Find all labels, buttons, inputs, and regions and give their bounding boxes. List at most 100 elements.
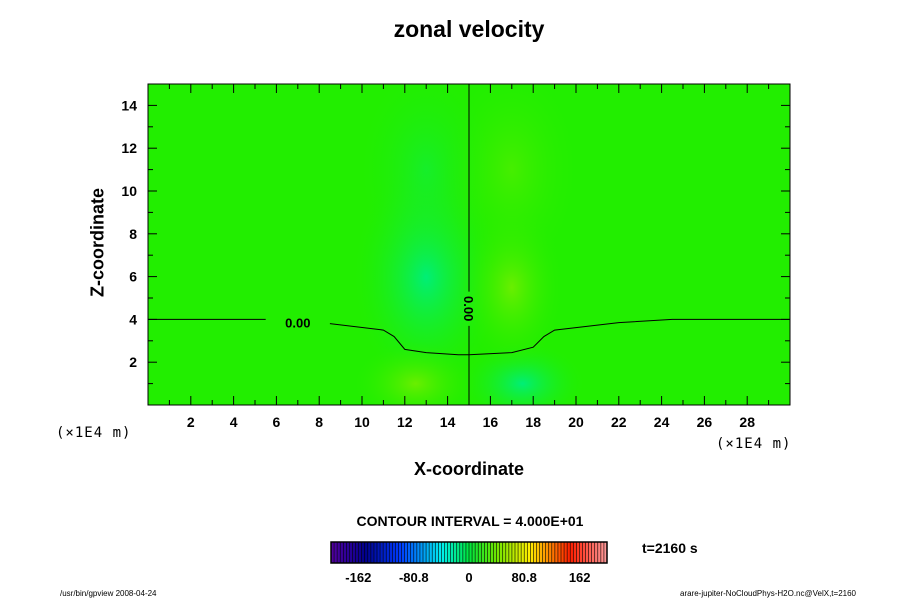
y-tick-label: 14 [121, 97, 137, 113]
colorbar-tick-label: -162 [345, 570, 371, 585]
colorbar-swatch [392, 542, 396, 563]
colorbar-swatch [508, 542, 512, 563]
colorbar-swatch [395, 542, 399, 563]
x-tick-label: 4 [230, 414, 238, 430]
colorbar-swatch [453, 542, 457, 563]
colorbar-swatch [567, 542, 571, 563]
colorbar-swatch [377, 542, 381, 563]
colorbar-swatch [465, 542, 469, 563]
colorbar-swatch [542, 542, 546, 563]
colorbar-swatch [441, 542, 445, 563]
colorbar-swatch [389, 542, 393, 563]
colorbar-swatch [404, 542, 408, 563]
colorbar-swatch [570, 542, 574, 563]
colorbar-swatch [551, 542, 555, 563]
y-tick-label: 12 [121, 140, 137, 156]
colorbar-swatch [472, 542, 476, 563]
colorbar-swatch [426, 542, 430, 563]
colorbar-swatch [367, 542, 371, 563]
colorbar-swatch [511, 542, 515, 563]
colorbar-swatch [533, 542, 537, 563]
colorbar-swatch [585, 542, 589, 563]
colorbar-swatch [331, 542, 335, 563]
colorbar-swatch [398, 542, 402, 563]
x-tick-label: 6 [273, 414, 281, 430]
colorbar-swatch [554, 542, 558, 563]
colorbar-swatch [407, 542, 411, 563]
x-tick-label: 12 [397, 414, 413, 430]
colorbar-swatch [334, 542, 338, 563]
field-feature [441, 84, 582, 280]
y-unit-label: (×1E4 m) [56, 425, 132, 441]
colorbar-swatch [352, 542, 356, 563]
x-tick-label: 24 [654, 414, 670, 430]
colorbar-tick-label: 162 [569, 570, 591, 585]
colorbar-swatch [410, 542, 414, 563]
colorbar-swatch [564, 542, 568, 563]
colorbar-swatch [373, 542, 377, 563]
colorbar-swatch [496, 542, 500, 563]
y-tick-label: 10 [121, 183, 137, 199]
colorbar-swatch [597, 542, 601, 563]
x-tick-label: 2 [187, 414, 195, 430]
colorbar-swatch [462, 542, 466, 563]
colorbar-swatch [591, 542, 595, 563]
colorbar-swatch [487, 542, 491, 563]
colorbar-swatch [527, 542, 531, 563]
x-axis-label: X-coordinate [413, 459, 524, 479]
colorbar-swatch [603, 542, 607, 563]
colorbar-swatch [349, 542, 353, 563]
colorbar-swatch [469, 542, 473, 563]
zero-contour-line [329, 323, 469, 356]
y-tick-label: 8 [129, 226, 137, 242]
colorbar-tick-label: 0 [465, 570, 472, 585]
x-tick-label: 22 [611, 414, 627, 430]
colorbar-swatch [337, 542, 341, 563]
colorbar-swatch [545, 542, 549, 563]
colorbar-swatch [370, 542, 374, 563]
colorbar-swatch [413, 542, 417, 563]
colorbar-swatch [600, 542, 604, 563]
colorbar-swatch [557, 542, 561, 563]
colorbar-swatch [419, 542, 423, 563]
colorbar-swatch [548, 542, 552, 563]
colorbar-swatch [582, 542, 586, 563]
contour-interval-label: CONTOUR INTERVAL = 4.000E+01 [356, 513, 584, 529]
x-tick-label: 10 [354, 414, 370, 430]
colorbar-swatch [499, 542, 503, 563]
colorbar-swatch [539, 542, 543, 563]
colorbar-swatch [475, 542, 479, 563]
colorbar-swatch [518, 542, 522, 563]
colorbar-swatch [401, 542, 405, 563]
y-tick-label: 4 [129, 311, 137, 327]
colorbar-swatch [502, 542, 506, 563]
colorbar-swatch [561, 542, 565, 563]
colorbar-swatch [416, 542, 420, 563]
x-unit-label: (×1E4 m) [716, 436, 792, 452]
colorbar-swatch [380, 542, 384, 563]
colorbar-swatch [358, 542, 362, 563]
colorbar-swatch [361, 542, 365, 563]
colorbar-frame [330, 541, 608, 564]
footer-right: arare-jupiter-NoCloudPhys-H2O.nc@VelX,t=… [680, 589, 856, 598]
colorbar-swatch [521, 542, 525, 563]
colorbar-swatch [579, 542, 583, 563]
colorbar-swatch [450, 542, 454, 563]
colorbar-swatch [438, 542, 442, 563]
zero-contour-line [468, 318, 790, 356]
y-tick-label: 6 [129, 269, 137, 285]
colorbar-swatch [364, 542, 368, 563]
x-tick-label: 20 [568, 414, 584, 430]
x-tick-label: 14 [440, 414, 456, 430]
colorbar-swatch [447, 542, 451, 563]
colorbar-swatch [429, 542, 433, 563]
x-tick-label: 18 [525, 414, 541, 430]
colorbar-swatch [536, 542, 540, 563]
colorbar-swatch [444, 542, 448, 563]
chart-title: zonal velocity [393, 16, 545, 42]
colorbar-tick-label: 80.8 [512, 570, 537, 585]
colorbar-swatch [515, 542, 519, 563]
colorbar-swatch [459, 542, 463, 563]
time-label: t=2160 s [642, 540, 698, 556]
